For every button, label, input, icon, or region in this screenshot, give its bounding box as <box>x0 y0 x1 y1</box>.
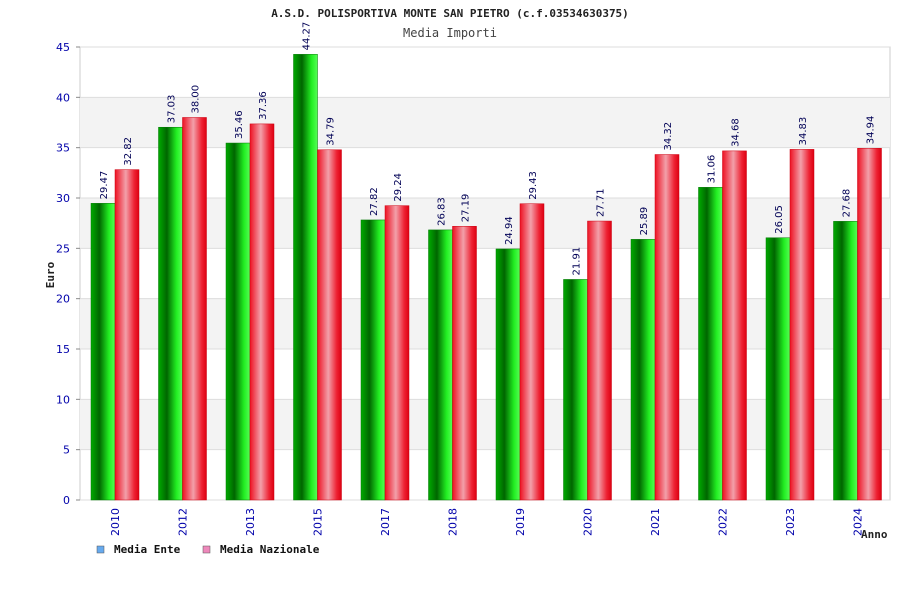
bar <box>225 142 251 501</box>
legend: Media Ente Media Nazionale <box>96 543 320 556</box>
data-label: 26.05 <box>774 205 785 234</box>
x-tick-label: 2013 <box>244 508 257 536</box>
data-label: 37.03 <box>167 95 178 124</box>
bar <box>698 187 723 501</box>
bar <box>654 154 680 501</box>
chart-subtitle: Media Importi <box>403 26 497 40</box>
bar <box>158 126 183 501</box>
value-labels: 29.47 32.82 37.03 38.00 35.46 37.36 44.27 34.79… <box>99 22 877 276</box>
bar <box>182 117 207 501</box>
grid-lines <box>80 46 890 501</box>
data-label: 26.83 <box>437 197 448 226</box>
bar <box>630 239 656 501</box>
bars <box>90 54 882 501</box>
y-tick-label: 20 <box>56 293 70 306</box>
x-tick-label: 2020 <box>582 508 595 536</box>
x-tick-label: 2010 <box>109 508 122 536</box>
x-tick-label: 2024 <box>852 508 865 536</box>
x-tick-label: 2017 <box>379 508 392 536</box>
data-label: 24.94 <box>504 216 515 245</box>
grid-band <box>80 399 890 450</box>
y-tick-label: 10 <box>56 393 70 406</box>
bar <box>765 237 791 501</box>
data-label: 32.82 <box>123 137 134 166</box>
y-tick-label: 35 <box>56 142 70 155</box>
data-label: 25.89 <box>639 207 650 236</box>
chart-title: A.S.D. POLISPORTIVA MONTE SAN PIETRO (c.… <box>271 7 629 20</box>
data-label: 34.94 <box>866 116 877 145</box>
x-axis-label: Anno <box>861 528 888 541</box>
data-label: 44.27 <box>302 22 313 51</box>
data-label: 34.83 <box>798 117 809 146</box>
x-tick-label: 2018 <box>447 508 460 536</box>
grid-band <box>80 97 890 148</box>
y-tick-label: 15 <box>56 343 70 356</box>
bar <box>789 149 815 501</box>
y-tick-label: 45 <box>56 41 70 54</box>
x-axis-ticks: 2010 2012 2013 2015 2017 2018 2019 2020 2021 2022… <box>109 508 865 536</box>
bar <box>452 226 477 501</box>
y-tick-label: 30 <box>56 192 70 205</box>
data-label: 38.00 <box>191 85 202 114</box>
bar <box>833 221 858 501</box>
y-tick-label: 40 <box>56 91 70 104</box>
data-label: 27.68 <box>842 189 853 218</box>
x-tick-label: 2023 <box>784 508 797 536</box>
data-label: 29.47 <box>99 171 110 200</box>
x-tick-label: 2012 <box>177 508 190 536</box>
x-tick-label: 2015 <box>312 508 325 536</box>
data-label: 31.06 <box>707 155 718 184</box>
data-label: 21.91 <box>572 247 583 276</box>
bar <box>249 123 275 501</box>
data-label: 34.68 <box>731 118 742 147</box>
bar <box>587 220 612 501</box>
x-tick-label: 2021 <box>649 508 662 536</box>
y-axis-ticks: 0 5 10 15 20 25 30 35 40 45 <box>56 41 80 507</box>
x-tick-label: 2022 <box>717 508 730 536</box>
bar <box>360 219 386 501</box>
legend-label: Media Nazionale <box>220 543 320 556</box>
data-label: 27.82 <box>369 187 380 216</box>
bar <box>384 205 410 501</box>
data-label: 37.36 <box>258 91 269 120</box>
grid-band <box>80 298 890 349</box>
data-label: 29.24 <box>393 173 404 202</box>
y-tick-label: 25 <box>56 242 70 255</box>
plot-background <box>79 46 891 501</box>
bar <box>114 169 140 501</box>
data-label: 35.46 <box>234 110 245 139</box>
bar <box>563 279 588 501</box>
grid-band <box>80 198 890 249</box>
data-label: 29.43 <box>528 171 539 200</box>
y-tick-label: 5 <box>63 444 70 457</box>
bar <box>317 149 342 501</box>
legend-label: Media Ente <box>114 543 181 556</box>
x-tick-label: 2019 <box>514 508 527 536</box>
bar <box>90 203 116 501</box>
bar <box>857 148 882 501</box>
y-tick-label: 0 <box>63 494 70 507</box>
data-label: 27.71 <box>596 188 607 217</box>
data-label: 34.79 <box>326 117 337 146</box>
data-label: 34.32 <box>663 122 674 151</box>
bar <box>722 150 747 501</box>
bar <box>428 229 453 501</box>
bar <box>293 54 318 501</box>
bar <box>519 203 545 501</box>
y-axis-label: Euro <box>44 261 57 288</box>
bar <box>495 248 521 501</box>
data-label: 27.19 <box>461 194 472 223</box>
legend-swatch <box>96 545 105 554</box>
legend-swatch <box>202 545 211 554</box>
